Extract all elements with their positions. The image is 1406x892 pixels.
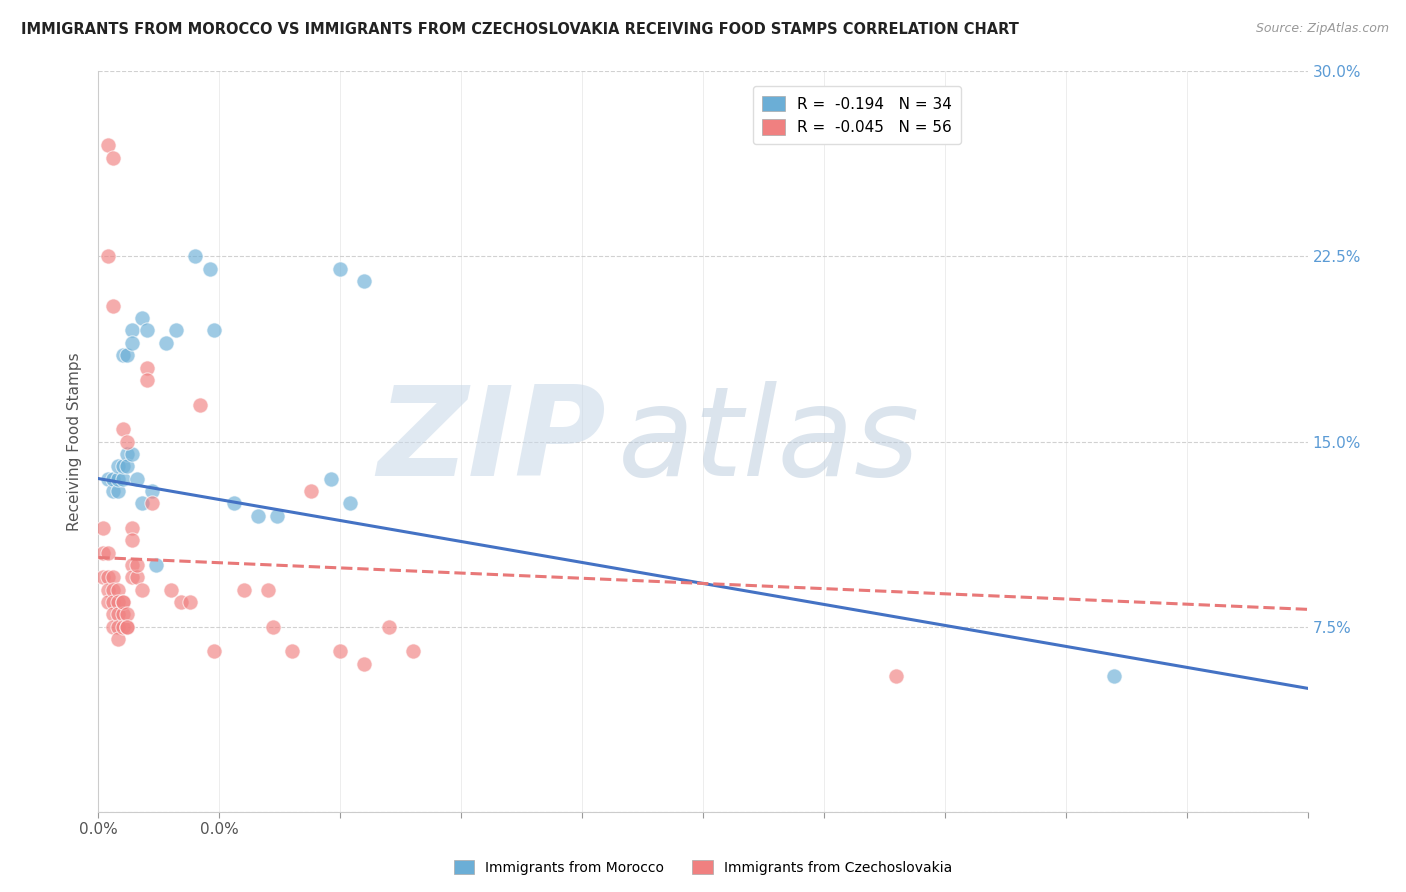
Point [117,434,139,449]
Point [135,373,157,387]
Point [111,607,134,622]
Point [111,595,134,609]
Point [117,459,139,474]
Point [107,595,129,609]
Point [319,471,342,485]
Text: IMMIGRANTS FROM MOROCCO VS IMMIGRANTS FROM CZECHOSLOVAKIA RECEIVING FOOD STAMPS : IMMIGRANTS FROM MOROCCO VS IMMIGRANTS FR… [21,22,1019,37]
Legend: R =  -0.194   N = 34, R =  -0.045   N = 56: R = -0.194 N = 34, R = -0.045 N = 56 [754,87,962,145]
Point [111,459,134,474]
Point [97,249,120,264]
Point [121,521,143,535]
Point [101,471,124,485]
Point [101,582,124,597]
Point [256,582,278,597]
Point [339,496,361,510]
Point [155,335,177,350]
Point [97,595,120,609]
Point [184,249,207,264]
Point [121,335,143,350]
Point [101,607,124,622]
Point [101,151,124,165]
Point [101,299,124,313]
Point [135,360,157,375]
Point [117,619,139,633]
Point [121,570,143,584]
Point [111,595,134,609]
Point [107,632,129,646]
Point [198,261,221,276]
Point [353,274,375,288]
Point [97,138,120,153]
Point [222,496,245,510]
Point [135,324,157,338]
Point [329,644,352,658]
Point [101,570,124,584]
Point [121,324,143,338]
Point [232,582,254,597]
Point [353,657,375,671]
Text: atlas: atlas [619,381,921,502]
Point [299,483,322,498]
Point [1102,669,1125,683]
Point [121,558,143,572]
Point [262,619,284,633]
Point [169,595,191,609]
Point [117,447,139,461]
Point [160,582,183,597]
Point [402,644,425,658]
Point [127,570,149,584]
Point [97,546,120,560]
Point [204,644,226,658]
Point [165,324,187,338]
Point [131,582,153,597]
Point [266,508,288,523]
Point [131,496,153,510]
Point [91,546,114,560]
Point [111,471,134,485]
Legend: Immigrants from Morocco, Immigrants from Czechoslovakia: Immigrants from Morocco, Immigrants from… [449,855,957,880]
Point [377,619,399,633]
Point [107,483,129,498]
Point [127,558,149,572]
Point [204,324,226,338]
Point [91,521,114,535]
Point [117,607,139,622]
Point [127,471,149,485]
Point [107,471,129,485]
Point [97,471,120,485]
Point [886,669,908,683]
Point [179,595,201,609]
Point [329,261,352,276]
Point [281,644,304,658]
Text: Source: ZipAtlas.com: Source: ZipAtlas.com [1256,22,1389,36]
Point [91,570,114,584]
Point [111,422,134,436]
Point [117,619,139,633]
Point [97,582,120,597]
Point [97,570,120,584]
Point [121,533,143,548]
Point [107,459,129,474]
Point [121,447,143,461]
Point [101,483,124,498]
Point [107,607,129,622]
Point [101,619,124,633]
Text: ZIP: ZIP [378,381,606,502]
Point [141,483,163,498]
Point [117,348,139,362]
Point [101,595,124,609]
Point [141,496,163,510]
Point [188,398,211,412]
Point [111,619,134,633]
Point [131,311,153,326]
Point [145,558,167,572]
Point [111,348,134,362]
Y-axis label: Receiving Food Stamps: Receiving Food Stamps [67,352,83,531]
Point [107,619,129,633]
Point [107,582,129,597]
Point [247,508,270,523]
